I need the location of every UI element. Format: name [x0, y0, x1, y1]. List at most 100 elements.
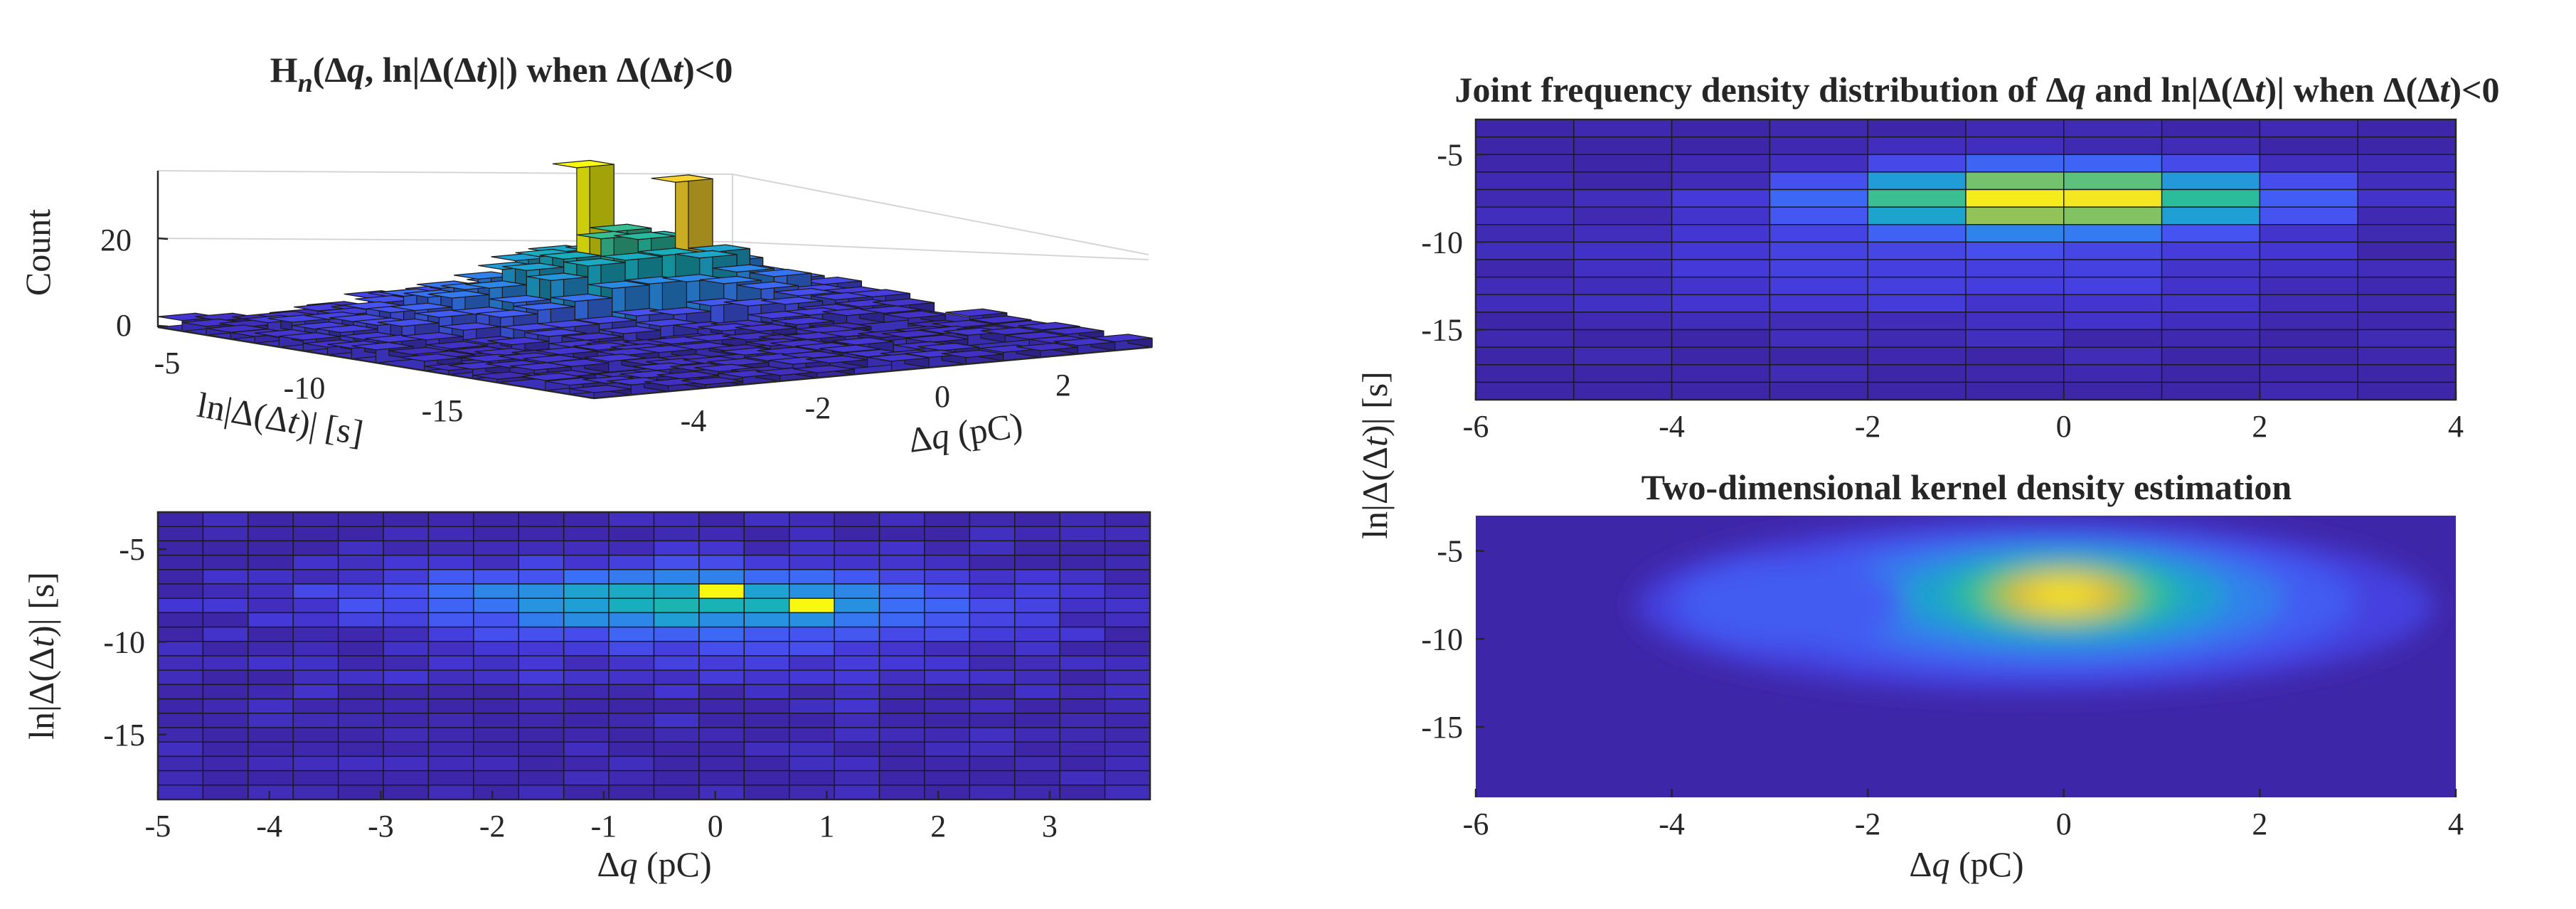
hist2d-bottom-cell: [248, 698, 294, 714]
hist2d-bottom-cell: [789, 526, 835, 542]
hist2d-bottom-cell: [743, 655, 790, 671]
hist3d-y-tick: -10: [284, 371, 326, 405]
hist2d-bottom-cell: [834, 597, 880, 614]
hist2d-bottom-cell: [834, 583, 880, 599]
hist2d-bottom-cell: [427, 684, 474, 700]
hist2d-bottom-cell: [608, 612, 655, 628]
hist2d-bottom-cell: [653, 755, 700, 772]
hist2d-bottom-cell: [248, 612, 294, 628]
hist2d-top-right-cell: [1769, 224, 1868, 243]
hist2d-bottom-cell: [427, 540, 474, 556]
hist2d-top-right-cell: [1671, 241, 1771, 260]
hist2d-top-right-cell: [1475, 119, 1575, 138]
hist2d-bottom-cell: [743, 669, 790, 686]
hist2d-bottom-cell: [473, 526, 519, 542]
hist2d-bottom-cell: [563, 669, 610, 686]
hist2d-bottom-cell: [1014, 526, 1060, 542]
hist2d-top-right-cell: [1769, 346, 1868, 366]
hist2d-bottom-cell: [563, 540, 610, 556]
hist2d-bottom-cell: [1014, 785, 1060, 800]
hist2d-bottom-cell: [924, 755, 971, 772]
hist2d-bottom-cell: [1104, 554, 1151, 570]
hist2d-bottom-cell: [563, 755, 610, 772]
hist2d-top-right-cell: [2063, 364, 2163, 383]
hist2d-bottom-cell: [924, 684, 971, 700]
hist2d-bottom-cell: [698, 511, 745, 527]
hist2d-bottom-cell: [743, 770, 790, 786]
hist2d-bottom-cell: [518, 755, 565, 772]
hist2d-bottom-cell: [608, 583, 655, 599]
hist2d-top-right-cell: [1573, 206, 1673, 225]
hist3d-z-tick: 0: [116, 308, 132, 343]
hist2d-bottom-cell: [789, 626, 835, 642]
hist2d-top-right-cell: [1475, 241, 1575, 260]
hist2d-bottom-cell: [337, 727, 384, 743]
hist2d-bottom-cell: [518, 684, 565, 700]
kde-title: Two-dimensional kernel density estimatio…: [1641, 467, 2292, 507]
hist2d-bottom-cell: [878, 785, 925, 800]
hist2d-top-right-cell: [1475, 188, 1575, 208]
hist2d-bottom-cell: [427, 669, 474, 686]
hist2d-bottom-cell: [337, 540, 384, 556]
hist2d-bottom-cell: [337, 626, 384, 642]
hist2d-bottom-cell: [789, 713, 835, 728]
hist2d-bottom-cell: [518, 526, 565, 542]
hist2d-bottom-cell: [969, 713, 1016, 728]
hist2d-top-right-x-ticks: -6 -4 -2 0 2 4: [1463, 391, 2464, 444]
hist2d-top-right-y-tick-label: -5: [1437, 137, 1463, 172]
hist2d-bottom-cell: [789, 612, 835, 628]
hist2d-top-right-cell: [2259, 259, 2358, 278]
hist2d-top-right-cell: [1475, 259, 1575, 278]
hist2d-bottom-cell: [698, 597, 745, 614]
hist3d-panel: Hn(Δq, ln|Δ(Δt)|) when Δ(Δt)<0 20 0 Coun…: [18, 50, 1153, 460]
hist2d-top-right-cell: [1671, 329, 1771, 348]
hist2d-bottom-cell: [427, 641, 474, 656]
hist2d-bottom-cell: [969, 569, 1016, 585]
hist2d-bottom-cell: [518, 612, 565, 628]
hist2d-top-right-cell: [1573, 224, 1673, 243]
hist2d-bottom-cell: [608, 655, 655, 671]
hist2d-top-right-cell: [1769, 312, 1868, 331]
hist2d-bottom-cell: [427, 626, 474, 642]
hist2d-bottom-cell: [563, 655, 610, 671]
hist2d-bottom-cell: [248, 511, 294, 527]
hist2d-bottom-cell: [924, 741, 971, 758]
hist2d-bottom-cell: [969, 583, 1016, 599]
hist2d-bottom-cell: [337, 698, 384, 714]
hist2d-bottom-cell: [563, 698, 610, 714]
hist2d-bottom-cell: [563, 626, 610, 642]
hist2d-bottom-cell: [1059, 655, 1106, 671]
hist2d-bottom-cell: [427, 698, 474, 714]
hist2d-bottom-cell: [878, 511, 925, 527]
hist2d-top-right-cell: [1475, 136, 1575, 155]
hist2d-top-right-cell: [2357, 154, 2457, 173]
hist2d-top-right-cell: [2357, 188, 2457, 208]
hist2d-top-right-cell: [2259, 346, 2358, 366]
hist2d-bottom-cell: [383, 612, 430, 628]
hist2d-bottom-cell: [383, 727, 430, 743]
hist2d-bottom-cell: [337, 612, 384, 628]
hist2d-top-right-cell: [2259, 276, 2358, 295]
hist2d-bottom-cell: [383, 626, 430, 642]
kde-density-contour: [1675, 560, 1903, 647]
hist2d-bottom-cell: [1104, 641, 1151, 656]
hist2d-top-right-cell: [1965, 154, 2065, 173]
hist2d-bottom-cell: [248, 526, 294, 542]
hist2d-top-right-y-ticks: -5 -10 -15: [1421, 137, 1484, 348]
hist2d-bottom-cell: [1059, 597, 1106, 614]
hist2d-bottom-cell: [653, 641, 700, 656]
hist2d-bottom-cell: [563, 684, 610, 700]
hist2d-bottom-cell: [383, 741, 430, 758]
hist2d-bottom-cell: [383, 554, 430, 570]
hist2d-top-right-title: Joint frequency density distribution of …: [1454, 70, 2499, 110]
hist2d-bottom-cell: [518, 785, 565, 800]
hist2d-bottom-cell: [789, 770, 835, 786]
hist2d-top-right-cell: [1867, 381, 1966, 400]
hist2d-bottom-cell: [1059, 641, 1106, 656]
hist2d-top-right-cell: [1671, 171, 1771, 191]
hist2d-bottom-cell: [878, 741, 925, 758]
hist2d-top-right-cell: [1965, 329, 2065, 348]
hist2d-bottom-cell: [337, 770, 384, 786]
hist2d-bottom-cell: [202, 727, 249, 743]
hist2d-bottom-cell: [698, 755, 745, 772]
